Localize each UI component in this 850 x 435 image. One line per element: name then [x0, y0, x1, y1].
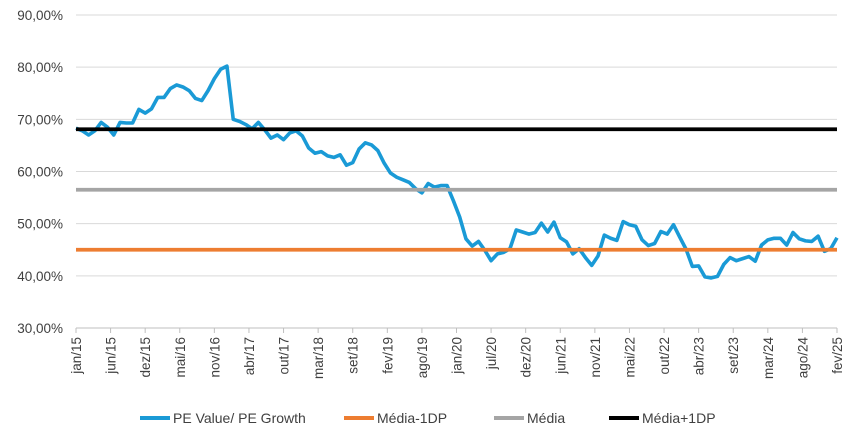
x-tick-label: ago/19 — [415, 337, 430, 378]
y-tick-label: 90,00% — [17, 8, 63, 23]
legend: PE Value/ PE Growth Média-1DP Média Média+1… — [140, 410, 716, 426]
x-tick-label: jan/15 — [69, 337, 84, 375]
x-tick-label: mar/18 — [311, 337, 326, 379]
y-axis: 30,00% 40,00% 50,00% 60,00% 70,00% 80,00% 90,0… — [17, 8, 63, 336]
x-tick-label: mar/24 — [761, 337, 776, 380]
x-axis: jan/15 jun/15 dez/15 mai/16 nov/16 abr/17 out/… — [69, 327, 845, 380]
x-tick-label: dez/15 — [138, 337, 153, 378]
x-tick-label: jun/21 — [553, 337, 568, 375]
x-tick-label: ago/24 — [795, 337, 810, 379]
x-tick-label: mai/16 — [173, 337, 188, 378]
series-line — [75, 64, 839, 280]
y-tick-label: 60,00% — [17, 165, 63, 180]
legend-label: Média-1DP — [377, 410, 447, 426]
y-tick-label: 30,00% — [17, 321, 63, 336]
x-tick-label: out/17 — [277, 337, 292, 375]
x-tick-label: nov/21 — [588, 337, 603, 378]
y-tick-label: 80,00% — [17, 60, 63, 75]
y-tick-label: 40,00% — [17, 269, 63, 284]
y-tick-label: 50,00% — [17, 217, 63, 232]
x-tick-label: mai/22 — [622, 337, 637, 378]
x-tick-label: fev/19 — [380, 337, 395, 374]
x-tick-label: nov/16 — [207, 337, 222, 378]
series-lines — [75, 64, 839, 280]
x-tick-label: jul/20 — [484, 337, 499, 370]
legend-label: PE Value/ PE Growth — [173, 410, 306, 426]
gridlines — [76, 14, 837, 277]
x-tick-label: set/23 — [726, 337, 741, 374]
x-tick-label: set/18 — [346, 337, 361, 374]
x-tick-label: abr/23 — [692, 337, 707, 375]
legend-label: Média+1DP — [642, 410, 716, 426]
x-tick-label: abr/17 — [242, 337, 257, 375]
x-tick-label: dez/20 — [519, 337, 534, 378]
x-tick-label: out/22 — [657, 337, 672, 375]
x-tick-label: jun/15 — [104, 337, 119, 375]
legend-label: Média — [527, 410, 565, 426]
x-tick-label: fev/25 — [830, 337, 845, 374]
y-tick-label: 70,00% — [17, 112, 63, 127]
x-tick-label: jan/20 — [450, 337, 465, 375]
